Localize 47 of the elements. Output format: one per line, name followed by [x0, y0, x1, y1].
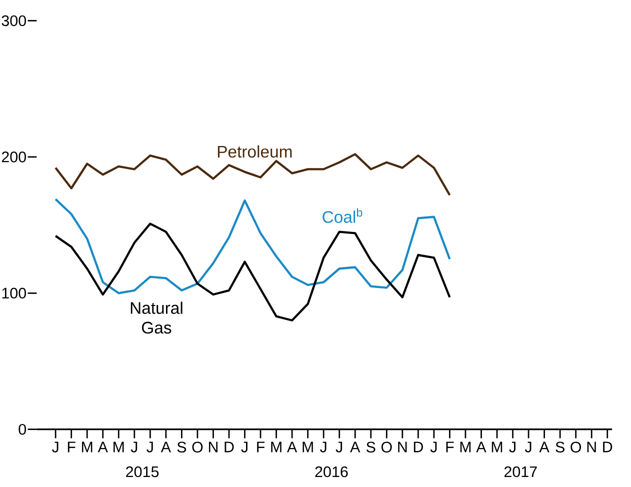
- x-tick-label: J: [320, 442, 326, 453]
- x-tick-label: M: [492, 442, 502, 452]
- series-label: Natural Gas: [130, 302, 182, 334]
- x-tick-label: M: [302, 442, 313, 452]
- series-label: Petroleum: [218, 146, 292, 158]
- x-tick-label: S: [366, 442, 376, 453]
- x-tick-label: A: [160, 442, 171, 452]
- x-tick-label: F: [68, 442, 76, 452]
- x-tick-label: J: [146, 442, 153, 453]
- x-tick-label: A: [350, 442, 360, 452]
- x-tick-label: O: [192, 442, 203, 453]
- x-tick-label: F: [446, 442, 454, 452]
- text: 2016: [315, 466, 348, 478]
- x-tick-label: F: [257, 442, 265, 452]
- x-tick-label: D: [414, 442, 423, 452]
- x-tick-label: N: [208, 442, 218, 452]
- x-tick-label: O: [381, 442, 392, 453]
- x-tick-label: J: [430, 442, 437, 453]
- x-tick-label: J: [509, 442, 516, 453]
- text: 2017: [504, 466, 537, 478]
- x-tick-label: M: [271, 442, 282, 452]
- x-tick-label: S: [556, 442, 564, 453]
- x-tick-label: A: [287, 442, 298, 452]
- x-tick-label: J: [130, 442, 138, 453]
- y-tick-label: 100: [2, 288, 26, 299]
- text: Coal$^{b}$: [322, 208, 362, 224]
- x-tick-label: M: [460, 442, 471, 452]
- x-tick-label: J: [241, 442, 248, 453]
- x-tick-label: N: [587, 442, 596, 452]
- y-tick-label: 300: [2, 16, 26, 26]
- y-tick-label: 0: [18, 424, 26, 435]
- x-tick-label: D: [603, 442, 612, 452]
- x-tick-label: M: [82, 442, 92, 452]
- x-tick-label: J: [52, 442, 58, 453]
- y-tick-label: 200: [2, 152, 26, 163]
- x-tick-label: A: [476, 442, 486, 452]
- text: 2015: [126, 466, 159, 478]
- x-tick-label: S: [177, 442, 186, 453]
- x-tick-label: D: [224, 442, 234, 452]
- line-series: [54, 198, 451, 294]
- x-tick-label: A: [98, 442, 108, 452]
- x-tick-label: A: [539, 442, 550, 452]
- x-tick-label: M: [114, 442, 124, 452]
- x-tick-label: J: [524, 442, 532, 453]
- x-tick-label: N: [398, 442, 407, 452]
- x-tick-label: J: [336, 442, 342, 453]
- x-tick-label: O: [570, 442, 582, 453]
